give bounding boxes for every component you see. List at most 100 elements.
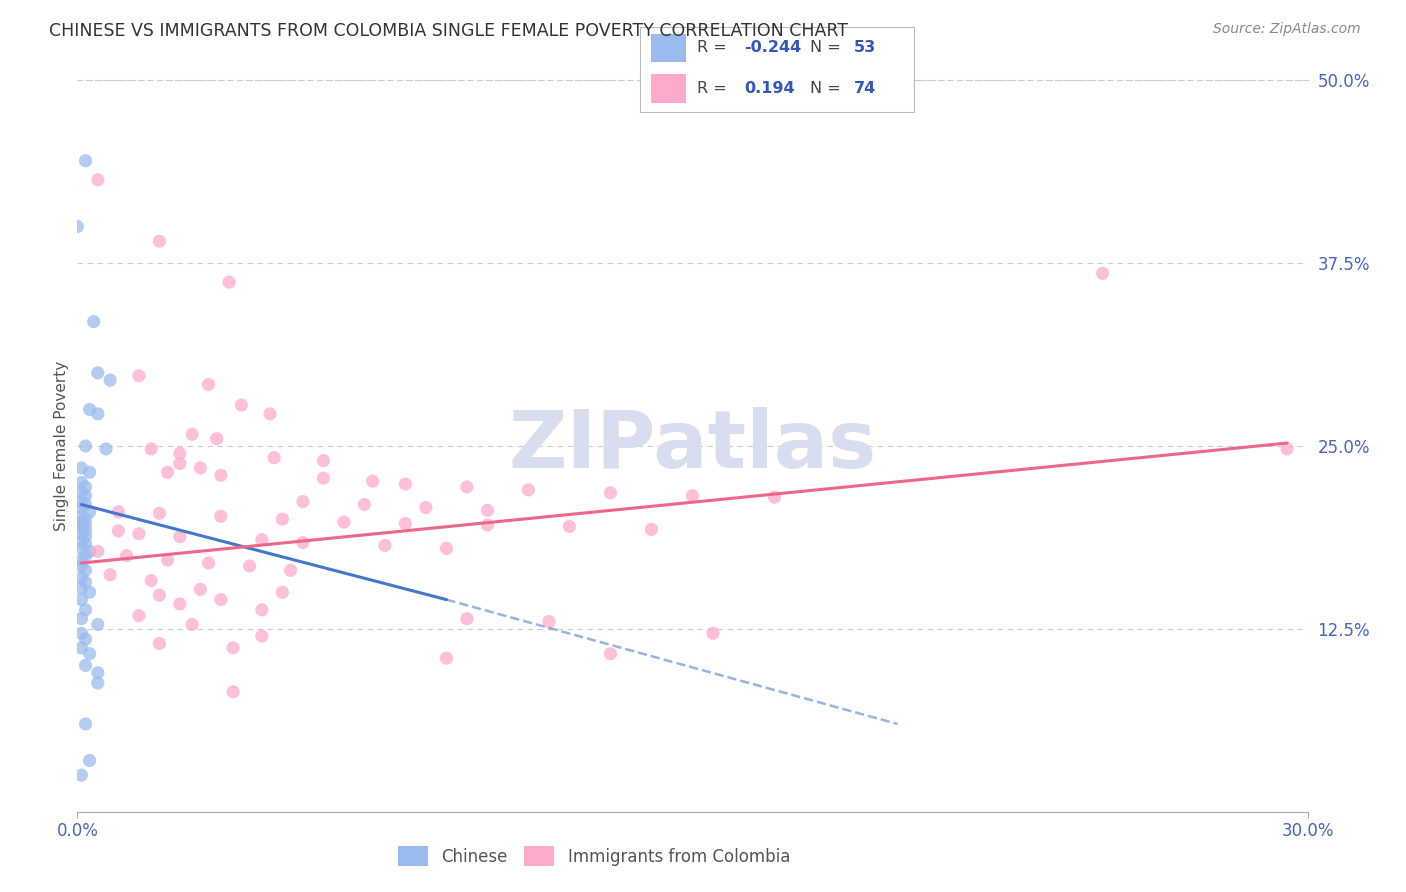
Point — [250, 629, 273, 643]
Point — [394, 516, 416, 531]
Point — [148, 506, 170, 520]
Point — [75, 632, 97, 646]
Point — [156, 466, 179, 480]
Point — [361, 474, 384, 488]
Text: 53: 53 — [853, 40, 876, 55]
Text: R =: R = — [697, 81, 733, 96]
Point — [148, 636, 170, 650]
Text: -0.244: -0.244 — [744, 40, 801, 55]
Point — [79, 585, 101, 599]
Point — [115, 549, 138, 563]
Point — [75, 480, 97, 494]
Text: N =: N = — [810, 81, 845, 96]
Point — [66, 219, 89, 234]
Point — [374, 539, 396, 553]
Point — [94, 442, 117, 456]
Point — [169, 446, 191, 460]
Point — [70, 485, 93, 500]
Point — [271, 512, 294, 526]
Point — [141, 442, 163, 456]
Point — [477, 503, 499, 517]
Point — [197, 556, 219, 570]
Point — [271, 585, 294, 599]
Point — [83, 315, 105, 329]
Point — [75, 489, 97, 503]
Point — [75, 153, 97, 168]
Point — [702, 626, 724, 640]
Point — [291, 494, 314, 508]
Point — [197, 377, 219, 392]
Point — [169, 457, 191, 471]
Point — [70, 500, 93, 515]
Point — [75, 537, 97, 551]
Text: CHINESE VS IMMIGRANTS FROM COLOMBIA SINGLE FEMALE POVERTY CORRELATION CHART: CHINESE VS IMMIGRANTS FROM COLOMBIA SING… — [49, 22, 848, 40]
Point — [87, 665, 110, 680]
Point — [75, 575, 97, 590]
Point — [70, 541, 93, 556]
Point — [436, 651, 458, 665]
Point — [537, 615, 560, 629]
Point — [79, 754, 101, 768]
Point — [517, 483, 540, 497]
Point — [87, 407, 110, 421]
Point — [148, 588, 170, 602]
Point — [75, 524, 97, 538]
Point — [75, 498, 97, 512]
Text: 74: 74 — [853, 81, 876, 96]
Point — [169, 530, 191, 544]
Point — [70, 509, 93, 524]
Point — [250, 603, 273, 617]
Point — [156, 553, 179, 567]
Point — [415, 500, 437, 515]
Point — [70, 571, 93, 585]
Y-axis label: Single Female Poverty: Single Female Poverty — [53, 361, 69, 531]
Point — [394, 477, 416, 491]
Point — [79, 505, 101, 519]
Point — [259, 407, 281, 421]
Text: Source: ZipAtlas.com: Source: ZipAtlas.com — [1213, 22, 1361, 37]
Point — [169, 597, 191, 611]
Point — [87, 617, 110, 632]
Point — [75, 530, 97, 544]
Point — [107, 505, 129, 519]
Text: 0.194: 0.194 — [744, 81, 794, 96]
Point — [1275, 442, 1298, 456]
Point — [456, 480, 478, 494]
Point — [70, 515, 93, 529]
Point — [312, 453, 335, 467]
Point — [231, 398, 253, 412]
Point — [640, 522, 662, 536]
Point — [87, 544, 110, 558]
Text: ZIPatlas: ZIPatlas — [509, 407, 876, 485]
Point — [263, 450, 285, 465]
Point — [128, 526, 150, 541]
Text: N =: N = — [810, 40, 845, 55]
Point — [599, 485, 621, 500]
Point — [70, 581, 93, 595]
Point — [70, 475, 93, 490]
Point — [75, 658, 97, 673]
Point — [70, 612, 93, 626]
Point — [70, 521, 93, 535]
Point — [107, 524, 129, 538]
Point — [79, 466, 101, 480]
Point — [70, 592, 93, 607]
Point — [353, 498, 375, 512]
Point — [70, 640, 93, 655]
Point — [128, 608, 150, 623]
Point — [75, 549, 97, 563]
Point — [87, 366, 110, 380]
Point — [70, 461, 93, 475]
Point — [436, 541, 458, 556]
Point — [682, 489, 704, 503]
Point — [333, 515, 356, 529]
Point — [558, 519, 581, 533]
Point — [75, 603, 97, 617]
Point — [128, 368, 150, 383]
Point — [70, 534, 93, 549]
Point — [218, 275, 240, 289]
Point — [188, 582, 212, 597]
Point — [205, 432, 228, 446]
Bar — [651, 74, 686, 103]
Point — [70, 526, 93, 541]
